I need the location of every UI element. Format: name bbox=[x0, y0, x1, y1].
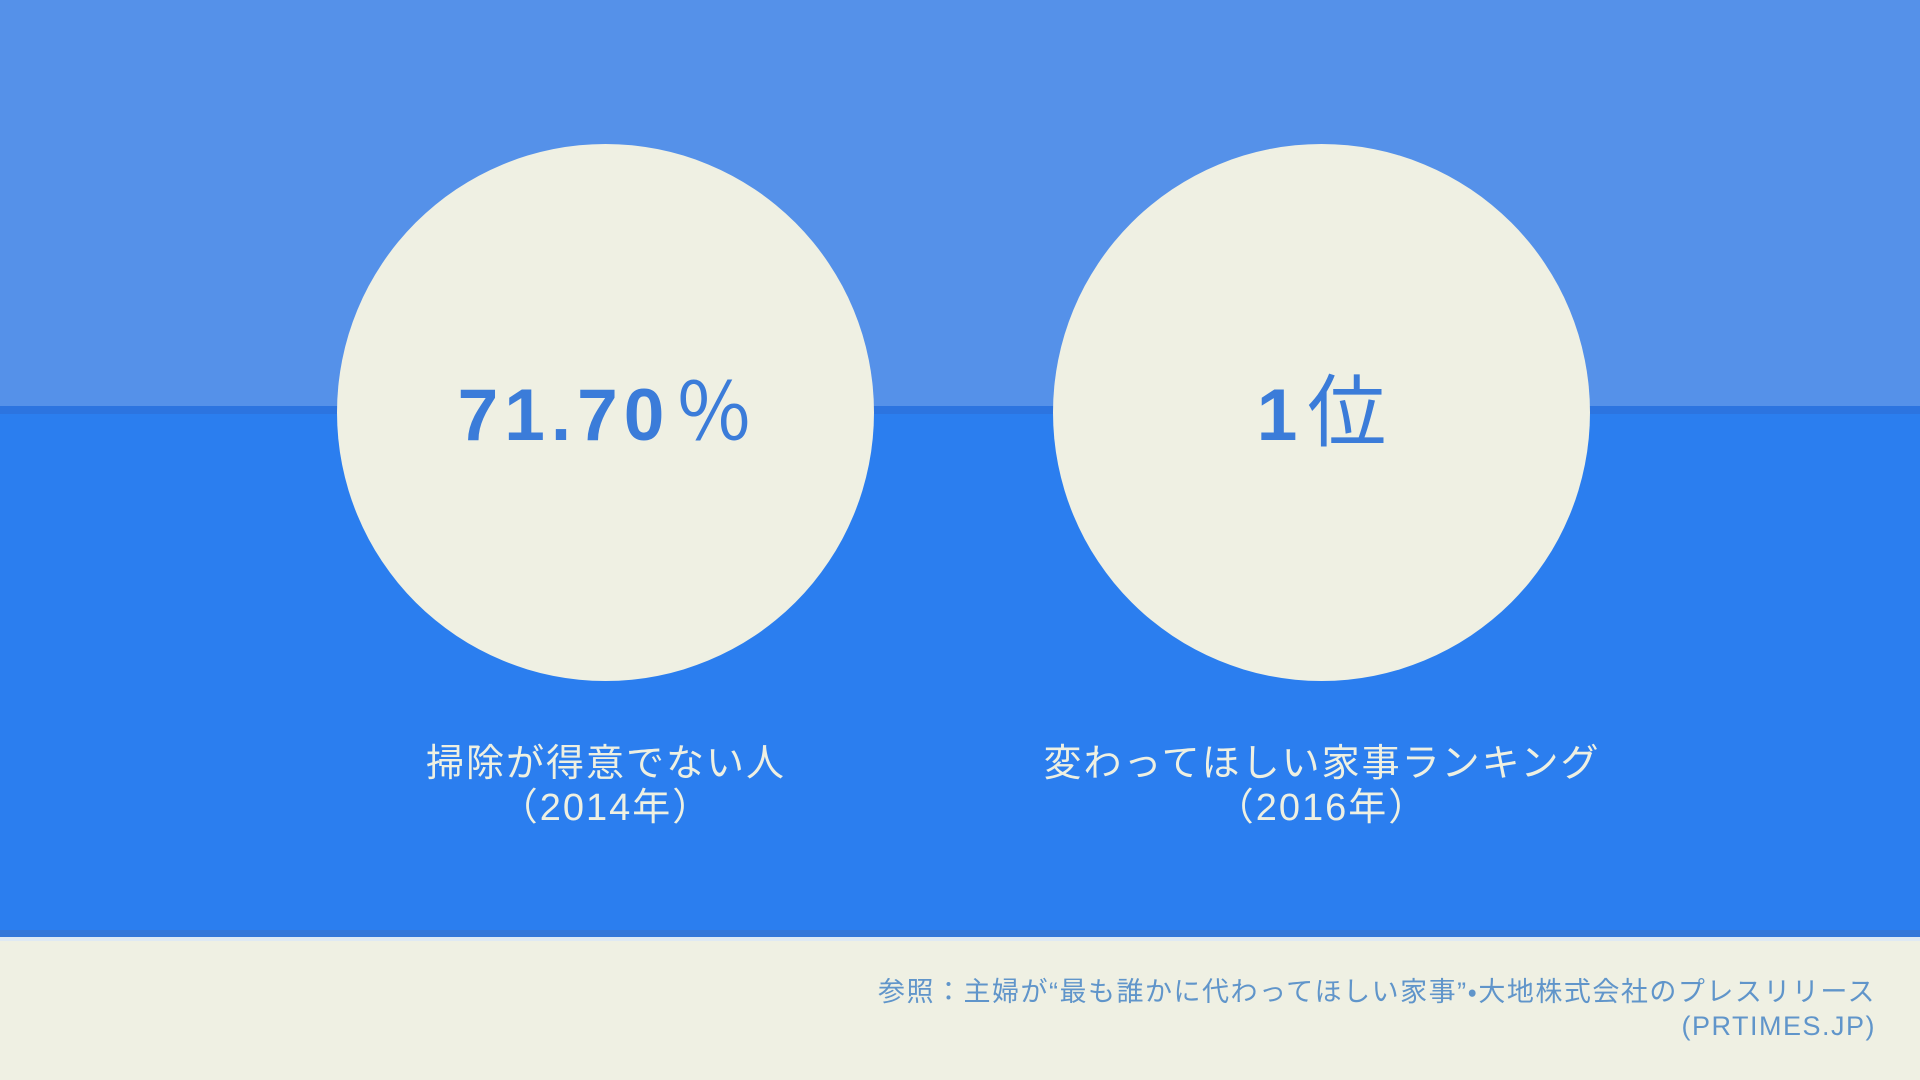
stat-value-ranking: 1位 bbox=[1257, 373, 1387, 452]
stat-label-line2: （2016年） bbox=[1215, 787, 1429, 829]
footer-bar bbox=[0, 941, 1920, 1080]
background-band-divider bbox=[0, 406, 1920, 414]
stat-number: 71.70 bbox=[457, 375, 671, 456]
footer-top-edge-dark bbox=[0, 930, 1920, 937]
stat-circle-cleaning: 71.70％ bbox=[337, 144, 874, 681]
stat-label-line1: 変わってほしい家事ランキング bbox=[1043, 743, 1601, 785]
stat-number: 1 bbox=[1256, 375, 1304, 456]
stat-value-cleaning: 71.70％ bbox=[458, 373, 754, 452]
source-citation: 参照：主婦が“最も誰かに代わってほしい家事”・大地株式会社のプレスリリース (P… bbox=[878, 975, 1876, 1043]
source-line2: (PRTIMES.JP) bbox=[1681, 1011, 1876, 1041]
stat-circle-ranking: 1位 bbox=[1053, 144, 1590, 681]
source-line1: 参照：主婦が“最も誰かに代わってほしい家事”・大地株式会社のプレスリリース bbox=[878, 977, 1876, 1007]
stat-label-line1: 掃除が得意でない人 bbox=[425, 743, 786, 785]
stat-unit: 位 bbox=[1307, 368, 1387, 457]
stat-label-line2: （2014年） bbox=[499, 787, 713, 829]
stat-label-cleaning: 掃除が得意でない人 （2014年） bbox=[286, 742, 926, 830]
background-bottom-band bbox=[0, 414, 1920, 930]
stat-unit: ％ bbox=[674, 368, 754, 457]
stat-label-ranking: 変わってほしい家事ランキング （2016年） bbox=[1002, 742, 1642, 830]
footer-top-edge-pale bbox=[0, 937, 1920, 941]
background-top-band bbox=[0, 0, 1920, 406]
